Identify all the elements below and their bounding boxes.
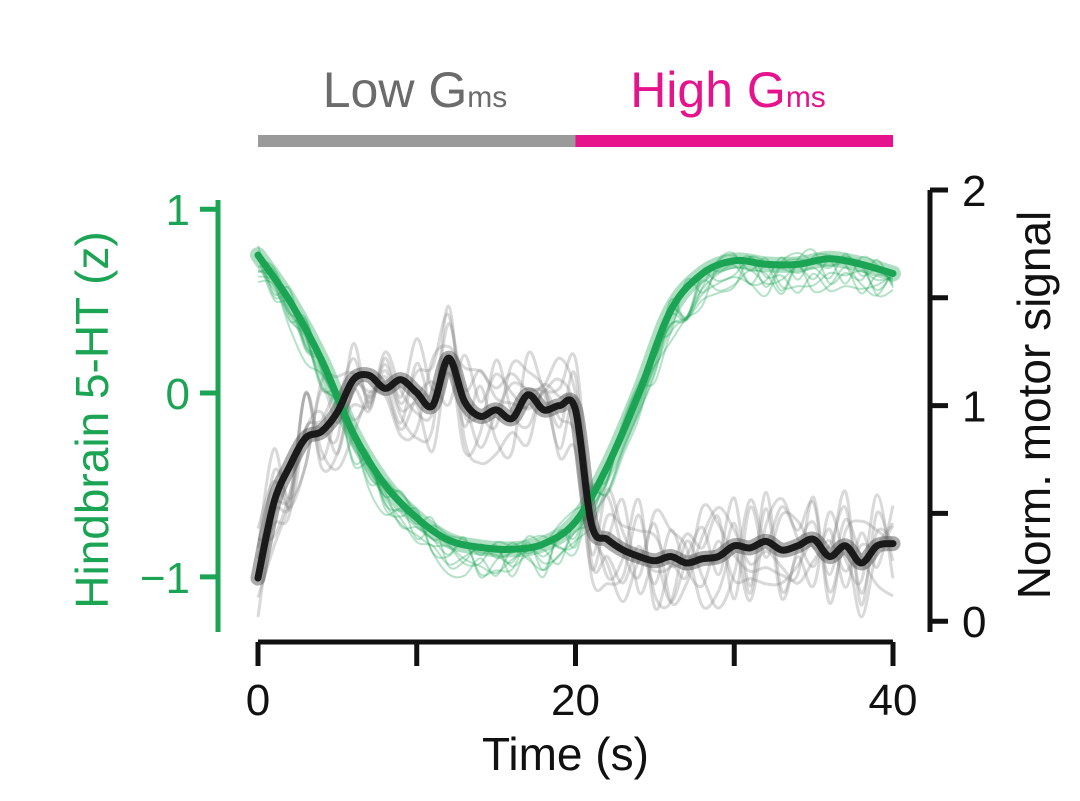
individual-motor-trace [256, 304, 894, 601]
y-right-tick-label: 2 [962, 167, 986, 216]
individual-motor-trace [256, 312, 895, 607]
y-left-tick-label: −1 [140, 554, 190, 603]
y-left-tick-label: 1 [166, 186, 190, 235]
individual-motor-trace [256, 350, 895, 618]
mean-5ht-line [254, 251, 897, 553]
x-tick-label: 0 [246, 676, 270, 725]
individual-motor-trace [256, 353, 895, 610]
y-right-tick-label: 0 [962, 598, 986, 647]
individual-5ht-trace [257, 264, 894, 579]
individual-5ht-trace [257, 252, 894, 570]
condition-bars: Low Gms High Gms [258, 62, 893, 147]
x-axis-title: Time (s) [482, 728, 649, 780]
x-tick-label: 20 [551, 676, 600, 725]
y-left-axis-title: Hindbrain 5-HT (z) [66, 231, 118, 608]
y-right-tick-label: 1 [962, 383, 986, 432]
y-left-tick-label: 0 [166, 370, 190, 419]
condition-label-low: Low Gms [323, 62, 508, 118]
individual-5ht-trace [257, 255, 894, 579]
mean-motor-line [254, 354, 897, 582]
y-right-axis-title: Norm. motor signal [1008, 211, 1060, 600]
condition-label-high: High Gms [630, 62, 826, 118]
mean-series [250, 247, 901, 586]
individual-5ht-trace [257, 251, 894, 565]
x-tick-label: 40 [869, 676, 918, 725]
